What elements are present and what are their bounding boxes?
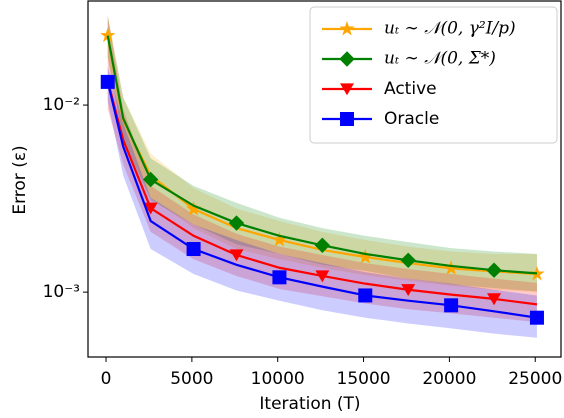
marker-square	[186, 242, 201, 257]
x-tick-label: 15000	[337, 369, 391, 389]
legend-label: uₜ ∼ 𝒩(0, Σ*)	[384, 49, 496, 69]
marker-square	[358, 288, 373, 303]
y-axis-label: Error (ε)	[10, 145, 30, 214]
series-line	[106, 35, 538, 275]
legend-label: uₜ ∼ 𝒩(0, γ²I/p)	[384, 19, 516, 39]
marker-square	[272, 270, 287, 285]
marker-triangle-down	[487, 293, 502, 306]
series-line	[106, 81, 538, 319]
marker-star	[271, 231, 288, 247]
band	[107, 15, 537, 292]
marker-star	[443, 260, 459, 275]
plot-frame	[87, 0, 562, 358]
marker-triangle-down	[229, 249, 244, 262]
marker-star	[100, 27, 116, 43]
x-axis-label: Iteration (T)	[259, 394, 360, 414]
marker-diamond	[314, 237, 331, 253]
band	[107, 66, 537, 338]
marker-diamond	[486, 262, 502, 278]
y-tick-label: 10⁻²	[43, 95, 80, 115]
x-tick-label: 25000	[508, 369, 562, 389]
marker-diamond	[400, 252, 416, 268]
marker-square	[529, 310, 544, 325]
legend-label: Active	[384, 79, 437, 99]
marker-star	[185, 201, 202, 216]
marker-triangle-down	[401, 284, 416, 297]
x-tick-label: 10000	[251, 369, 305, 389]
marker-triangle-down	[315, 270, 330, 283]
series-line	[106, 80, 538, 306]
marker-star	[339, 20, 355, 36]
marker-diamond	[339, 51, 355, 67]
marker-triangle-down	[143, 202, 158, 215]
series-line	[106, 35, 538, 276]
marker-triangle-down	[340, 83, 354, 96]
marker-square	[100, 74, 115, 89]
x-tick-label: 0	[101, 369, 112, 389]
marker-diamond	[228, 215, 245, 231]
band	[107, 15, 537, 293]
marker-square	[340, 112, 354, 126]
x-tick-label: 5000	[170, 369, 213, 389]
y-tick-label: 10⁻³	[43, 282, 80, 302]
legend-box	[309, 6, 558, 144]
plot-area	[100, 15, 545, 338]
marker-star	[357, 249, 373, 264]
x-tick-label: 20000	[422, 369, 476, 389]
legend-label: Oracle	[384, 109, 439, 129]
marker-square	[444, 298, 459, 313]
marker-diamond	[142, 171, 159, 188]
